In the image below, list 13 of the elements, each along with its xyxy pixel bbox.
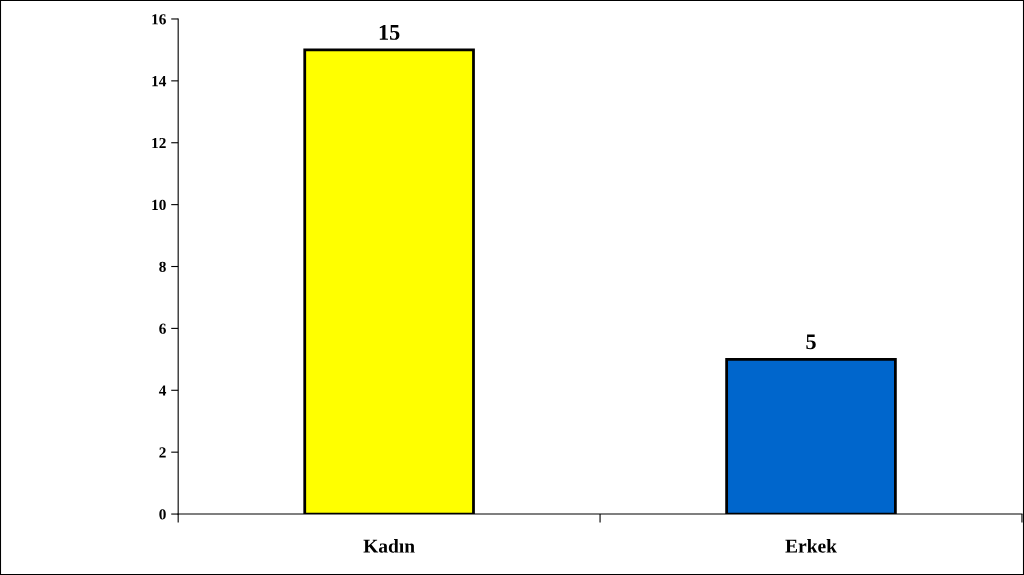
- data-label: 15: [379, 24, 400, 40]
- y-tick-label: 16: [152, 14, 166, 25]
- y-tick-label: 12: [152, 137, 166, 149]
- x-tick-label: Erkek: [785, 539, 837, 553]
- y-tick-label: 0: [159, 509, 166, 520]
- data-label: 5: [806, 334, 816, 350]
- y-tick-label: 4: [158, 385, 167, 396]
- y-tick-label: 14: [152, 76, 167, 87]
- x-tick-label: Kadın: [363, 539, 415, 553]
- y-tick-label: 10: [152, 199, 166, 211]
- y-tick-label: 2: [159, 447, 166, 458]
- y-tick-label: 8: [159, 261, 166, 272]
- y-tick-label: 6: [159, 323, 166, 334]
